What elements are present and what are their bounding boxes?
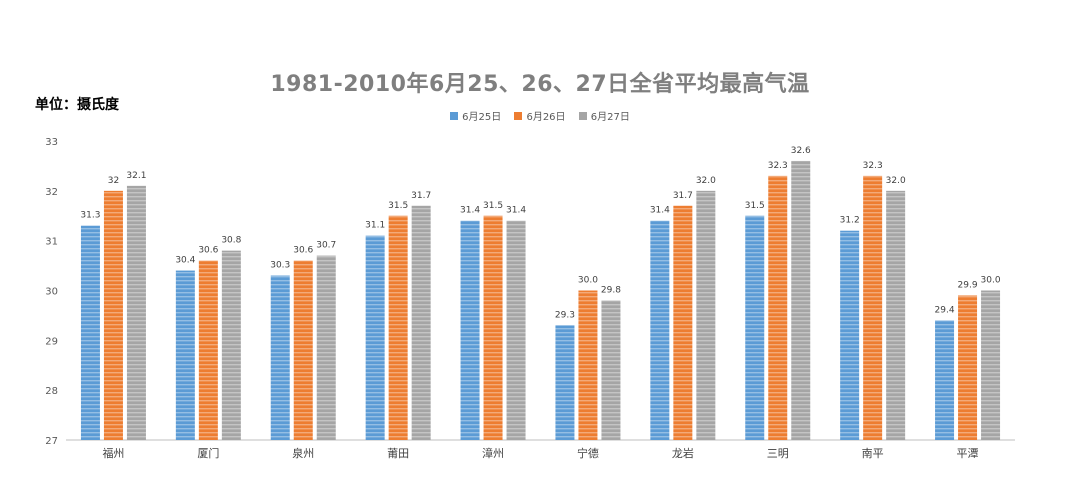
data-label: 30.4 (175, 256, 195, 266)
bar-6月27日-平潭 (981, 290, 1001, 440)
data-label: 30.0 (981, 276, 1001, 286)
bar-6月25日-宁德 (555, 325, 575, 440)
x-tick-label: 三明 (767, 447, 789, 460)
data-label: 32.0 (696, 176, 716, 186)
bar-6月27日-南平 (886, 190, 906, 440)
bar-6月27日-三明 (791, 160, 811, 440)
data-label: 29.8 (601, 285, 621, 295)
bar-6月27日-厦门 (221, 250, 241, 440)
bar-6月25日-莆田 (365, 235, 385, 440)
bar-6月26日-莆田 (388, 215, 408, 440)
bar-6月27日-宁德 (601, 300, 621, 440)
y-tick-label: 27 (45, 436, 58, 447)
bar-6月26日-福州 (103, 190, 123, 440)
y-tick-label: 31 (45, 237, 58, 248)
bar-6月26日-龙岩 (673, 205, 693, 440)
legend-swatch-series-1 (514, 111, 523, 120)
bar-6月26日-厦门 (198, 260, 218, 440)
data-label: 31.5 (745, 201, 765, 211)
data-label: 31.5 (483, 201, 503, 211)
legend-item-series-2: 6月27日 (578, 108, 630, 123)
chart-title: 1981-2010年6月25、26、27日全省平均最高气温 (270, 72, 810, 97)
bar-6月26日-泉州 (293, 260, 313, 440)
bar-6月25日-南平 (840, 230, 860, 440)
bar-6月27日-漳州 (506, 220, 526, 440)
data-label: 29.3 (555, 310, 575, 320)
legend-label-series-2: 6月27日 (590, 112, 630, 123)
data-label: 32 (108, 176, 119, 186)
data-label: 32.6 (791, 146, 811, 156)
bar-6月26日-漳州 (483, 215, 503, 440)
bar-6月25日-龙岩 (650, 220, 670, 440)
data-label: 30.3 (270, 261, 290, 271)
y-tick-label: 28 (45, 386, 58, 397)
legend-label-series-1: 6月26日 (526, 112, 566, 123)
y-tick-label: 33 (45, 137, 58, 148)
data-label: 31.5 (388, 201, 408, 211)
bar-6月27日-龙岩 (696, 190, 716, 440)
x-tick-label: 漳州 (482, 446, 504, 460)
bar-6月27日-福州 (126, 185, 146, 440)
bar-6月25日-泉州 (270, 275, 290, 440)
bar-6月26日-宁德 (578, 290, 598, 440)
data-label: 31.2 (840, 216, 860, 226)
legend-label-series-0: 6月25日 (462, 112, 502, 123)
bar-6月27日-泉州 (316, 255, 336, 440)
legend-item-series-1: 6月26日 (514, 108, 566, 123)
y-tick-label: 30 (45, 287, 58, 298)
data-label: 30.8 (221, 236, 241, 246)
bar-6月25日-厦门 (175, 270, 195, 440)
data-label: 31.3 (80, 211, 100, 221)
data-label: 31.4 (650, 206, 670, 216)
data-label: 30.6 (293, 246, 313, 256)
data-label: 31.1 (365, 221, 385, 231)
x-tick-label: 厦门 (197, 446, 219, 460)
data-label: 31.7 (411, 191, 431, 201)
data-label: 30.6 (198, 246, 218, 256)
data-label: 31.7 (673, 191, 693, 201)
x-tick-label: 泉州 (292, 446, 314, 460)
data-label: 32.3 (863, 161, 883, 171)
legend: 6月25日 6月26日 6月27日 (0, 108, 1080, 123)
x-tick-label: 平潭 (957, 447, 979, 460)
bar-6月26日-南平 (863, 175, 883, 440)
bar-6月25日-平潭 (935, 320, 955, 440)
data-label: 32.0 (886, 176, 906, 186)
x-tick-label: 南平 (862, 447, 884, 460)
x-tick-label: 宁德 (577, 446, 599, 460)
data-label: 31.4 (460, 206, 480, 216)
x-tick-label: 龙岩 (672, 446, 694, 460)
bar-6月25日-漳州 (460, 220, 480, 440)
x-tick-label: 福州 (102, 446, 124, 460)
data-label: 29.9 (958, 280, 978, 290)
x-tick-label: 莆田 (387, 447, 409, 460)
y-tick-label: 32 (45, 187, 58, 198)
data-label: 32.3 (768, 161, 788, 171)
bar-6月26日-三明 (768, 175, 788, 440)
bar-6月25日-福州 (80, 225, 100, 440)
data-label: 32.1 (126, 171, 146, 181)
bar-6月25日-三明 (745, 215, 765, 440)
legend-swatch-series-0 (450, 111, 459, 120)
y-tick-label: 29 (45, 336, 58, 347)
bar-6月27日-莆田 (411, 205, 431, 440)
data-label: 29.4 (935, 305, 955, 315)
data-label: 30.0 (578, 276, 598, 286)
bar-6月26日-平潭 (958, 295, 978, 440)
data-label: 31.4 (506, 206, 526, 216)
unit-label: 单位：摄氏度 (35, 97, 119, 113)
data-label: 30.7 (316, 241, 336, 251)
legend-item-series-0: 6月25日 (450, 108, 501, 123)
legend-swatch-series-2 (578, 111, 587, 120)
